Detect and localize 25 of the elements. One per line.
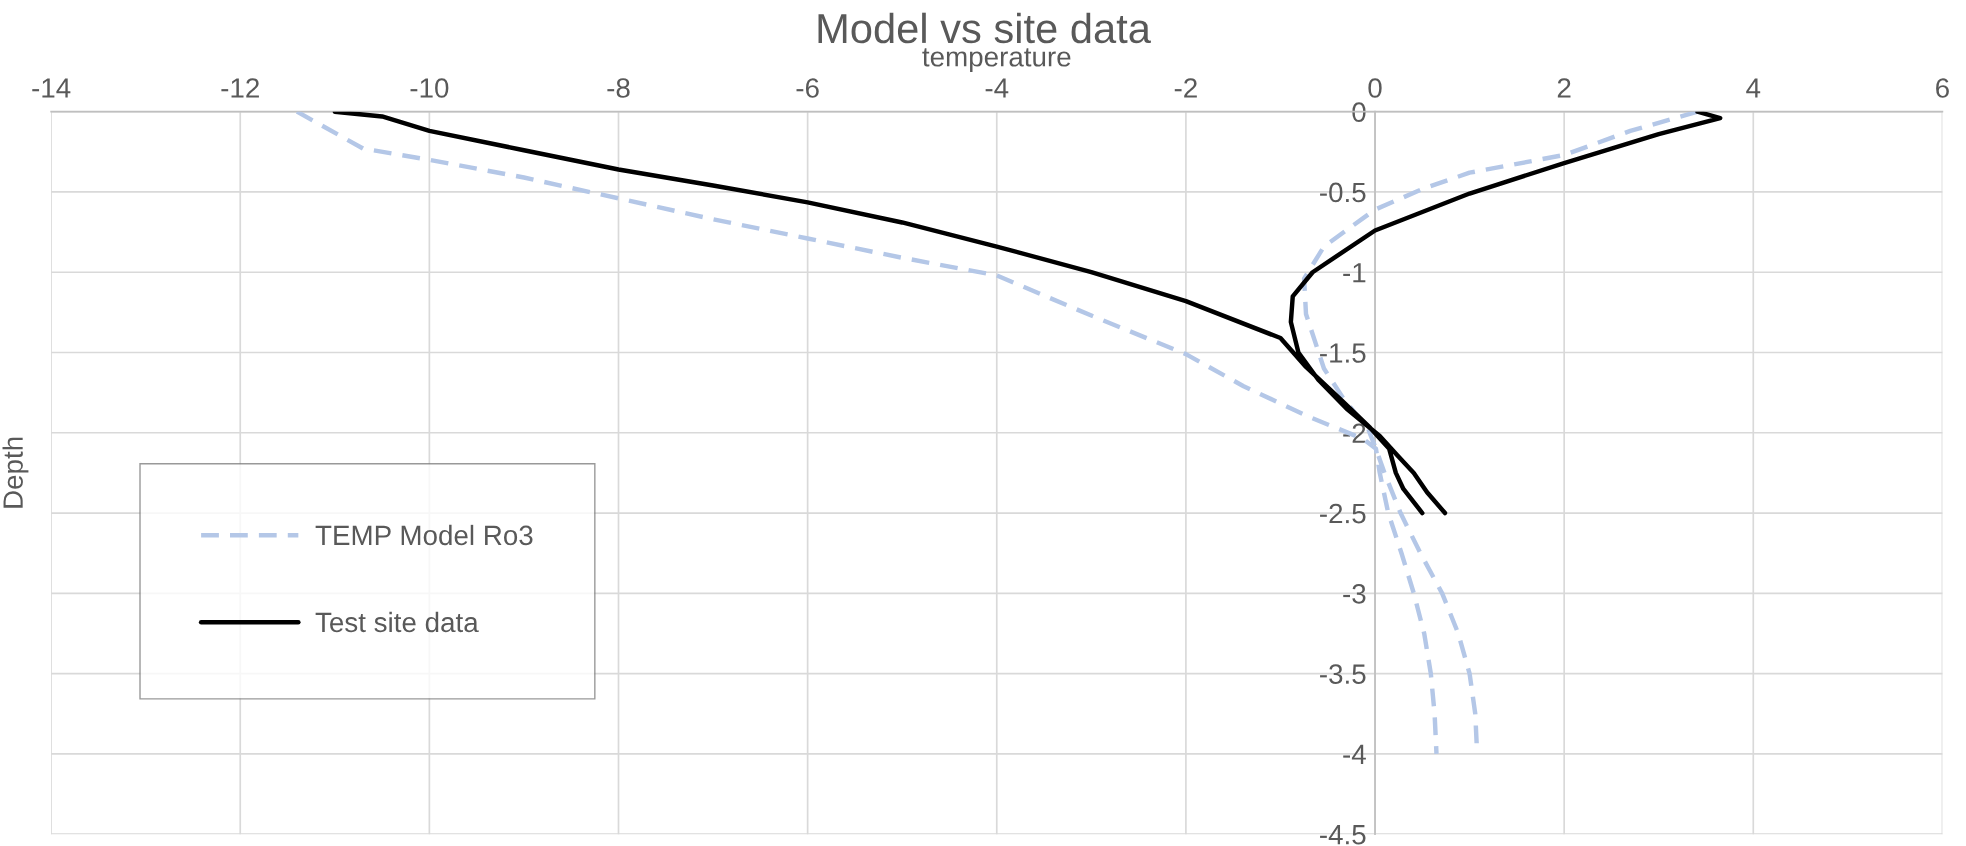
x-tick-label: -8 — [607, 78, 630, 98]
x-axis-title: temperature — [922, 48, 1071, 73]
x-tick-label: 0 — [1368, 78, 1382, 98]
x-tick-label: 4 — [1746, 78, 1761, 98]
y-tick-label: -1.5 — [1320, 343, 1366, 363]
x-tick-label: -14 — [32, 78, 71, 98]
legend-label: Test site data — [315, 611, 479, 633]
y-tick-label: -3.5 — [1320, 664, 1366, 684]
y-tick-label: -3 — [1343, 584, 1366, 604]
x-tick-label: -12 — [221, 78, 259, 98]
legend-label: TEMP Model Ro3 — [315, 524, 533, 546]
x-tick-label: 2 — [1557, 78, 1571, 98]
y-tick-label: -2 — [1343, 423, 1366, 443]
x-tick-label: 6 — [1936, 78, 1949, 98]
x-tick-label: -2 — [1174, 78, 1197, 98]
y-tick-label: -0.5 — [1320, 182, 1366, 203]
y-tick-label: -4.5 — [1320, 825, 1366, 845]
y-tick-label: -2.5 — [1320, 503, 1366, 524]
x-tick-label: -6 — [796, 78, 819, 98]
chart-title: Model vs site data — [818, 12, 1151, 44]
x-tick-label: -10 — [410, 78, 449, 98]
y-tick-label: -4 — [1343, 744, 1366, 764]
y-tick-label: -1 — [1343, 263, 1366, 283]
x-tick-label: -4 — [985, 78, 1009, 98]
y-axis-title: Depth — [2, 437, 29, 508]
